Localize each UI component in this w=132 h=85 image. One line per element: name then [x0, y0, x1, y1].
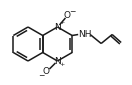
Text: N: N [54, 23, 61, 32]
Text: +: + [60, 62, 65, 66]
Text: +: + [60, 20, 65, 26]
Text: −: − [69, 7, 76, 16]
Text: O: O [43, 67, 50, 76]
Text: −: − [38, 71, 45, 80]
Text: NH: NH [78, 30, 92, 39]
Text: O: O [64, 11, 71, 20]
Text: N: N [54, 57, 61, 66]
